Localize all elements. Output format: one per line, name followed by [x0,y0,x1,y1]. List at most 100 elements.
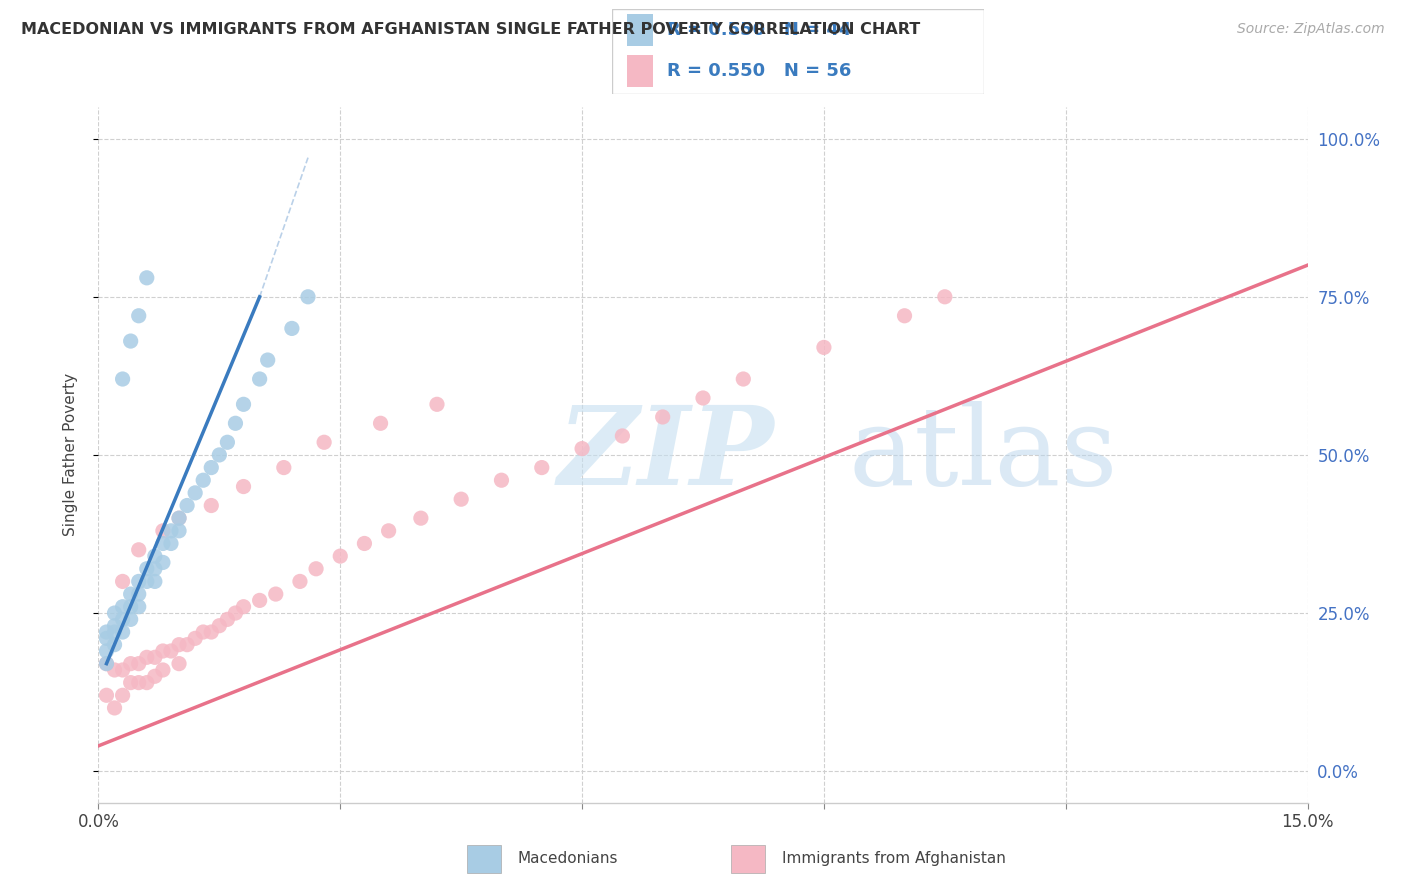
Point [152,663,174,677]
Point [160,644,183,658]
Point [160,524,183,538]
Point [232,479,254,493]
Point [256,353,278,368]
Point [224,417,246,431]
Point [612,429,634,443]
Point [160,536,183,550]
Point [120,334,142,348]
Point [111,372,134,386]
Point [176,499,198,513]
Point [167,638,190,652]
Point [193,625,215,640]
Point [184,486,207,500]
Point [143,562,166,576]
Point [120,599,142,614]
Point [530,460,553,475]
Bar [467,845,501,872]
Point [370,417,392,431]
Point [103,701,125,715]
Text: atlas: atlas [848,401,1118,508]
Point [208,618,231,632]
Point [96,688,118,702]
Point [249,372,271,386]
Point [273,460,295,475]
Text: R = 0.550   N = 44: R = 0.550 N = 44 [668,21,852,39]
Point [111,612,134,626]
Point [167,524,190,538]
Point [314,435,336,450]
Point [143,574,166,589]
Point [128,309,150,323]
Point [111,574,134,589]
FancyBboxPatch shape [612,9,984,94]
Point [135,675,157,690]
Bar [627,14,652,46]
Point [111,599,134,614]
Point [96,625,118,640]
Point [143,669,166,683]
Point [426,397,449,411]
Point [143,549,166,563]
Point [377,524,399,538]
Point [96,632,118,646]
Point [200,625,222,640]
Point [217,435,239,450]
Point [297,290,319,304]
Bar [731,845,765,872]
Text: Macedonians: Macedonians [517,851,617,866]
Point [249,593,271,607]
Point [120,587,142,601]
Point [200,499,222,513]
Point [128,675,150,690]
Point [651,409,673,424]
Point [128,657,150,671]
Point [217,612,239,626]
Point [692,391,714,405]
Point [167,511,190,525]
Point [167,511,190,525]
Text: Immigrants from Afghanistan: Immigrants from Afghanistan [782,851,1005,866]
Y-axis label: Single Father Poverty: Single Father Poverty [63,374,77,536]
Point [176,638,198,652]
Point [96,657,118,671]
Point [208,448,231,462]
Point [232,599,254,614]
Point [111,688,134,702]
Point [450,492,472,507]
Point [103,618,125,632]
Point [264,587,287,601]
Point [128,599,150,614]
Point [232,397,254,411]
Text: R = 0.550   N = 56: R = 0.550 N = 56 [668,62,852,79]
Point [135,574,157,589]
Point [128,574,150,589]
Point [353,536,375,550]
Point [893,309,915,323]
Point [152,556,174,570]
Point [224,606,246,620]
Point [103,638,125,652]
Point [103,606,125,620]
Point [96,644,118,658]
Point [288,574,311,589]
Point [128,542,150,557]
Bar [627,54,652,87]
Point [184,632,207,646]
Point [152,644,174,658]
Text: MACEDONIAN VS IMMIGRANTS FROM AFGHANISTAN SINGLE FATHER POVERTY CORRELATION CHAR: MACEDONIAN VS IMMIGRANTS FROM AFGHANISTA… [21,22,921,37]
Point [135,270,157,285]
Point [103,625,125,640]
Point [111,663,134,677]
Point [103,663,125,677]
Point [143,650,166,665]
Point [193,473,215,487]
Text: Source: ZipAtlas.com: Source: ZipAtlas.com [1237,22,1385,37]
Point [571,442,593,456]
Point [491,473,513,487]
Point [135,562,157,576]
Point [200,460,222,475]
Point [128,587,150,601]
Point [96,657,118,671]
Point [152,536,174,550]
Point [167,657,190,671]
